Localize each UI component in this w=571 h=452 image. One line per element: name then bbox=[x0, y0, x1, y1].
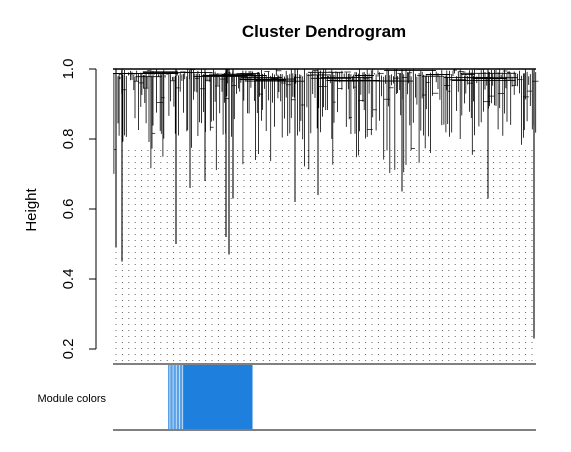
y-tick-label-3: 0.8 bbox=[60, 129, 77, 150]
y-tick-label-0: 0.2 bbox=[60, 339, 77, 360]
y-tick-label-4: 1.0 bbox=[60, 59, 77, 80]
module-color-segment-2 bbox=[182, 365, 253, 429]
module-color-stripe bbox=[169, 365, 171, 429]
y-tick-label-1: 0.4 bbox=[60, 269, 77, 290]
chart-title: Cluster Dendrogram bbox=[242, 22, 406, 41]
y-axis-label: Height bbox=[23, 187, 40, 231]
module-color-segment-3 bbox=[252, 365, 536, 429]
dotted-grid bbox=[115, 150, 533, 362]
module-colors-label: Module colors bbox=[38, 393, 107, 405]
module-color-stripe bbox=[179, 365, 180, 429]
y-axis: 0.2 0.4 0.6 0.8 1.0 bbox=[60, 59, 97, 360]
module-color-stripe bbox=[175, 365, 177, 429]
module-color-segment-0 bbox=[113, 365, 168, 429]
module-color-stripe bbox=[182, 365, 184, 429]
module-color-row bbox=[113, 365, 536, 429]
y-tick-label-2: 0.6 bbox=[60, 199, 77, 220]
module-color-stripe bbox=[172, 365, 174, 429]
dendrogram-tree bbox=[113, 68, 539, 339]
